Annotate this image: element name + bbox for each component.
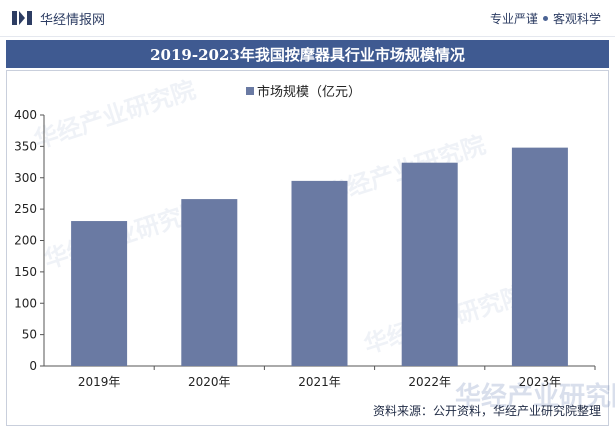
y-tick-label: 200: [14, 234, 37, 248]
brand: 华经情报网: [12, 9, 105, 28]
y-tick-label: 0: [29, 359, 37, 373]
y-tick-label: 300: [14, 171, 37, 185]
bar: [181, 199, 238, 366]
y-tick-label: 250: [14, 202, 37, 216]
header-bar: 华经情报网 专业严谨 客观科学: [0, 0, 615, 37]
bar: [401, 162, 458, 366]
x-tick-label: 2022年: [408, 375, 451, 389]
brand-name: 华经情报网: [40, 12, 106, 28]
tagline-left: 专业严谨: [489, 11, 538, 26]
y-tick-label: 150: [14, 265, 37, 279]
bar: [511, 147, 568, 366]
x-tick-label: 2020年: [188, 375, 231, 389]
legend-swatch: [246, 87, 254, 95]
brand-logo-icon: [12, 11, 32, 25]
chart-title: 2019-2023年我国按摩器具行业市场规模情况: [6, 40, 609, 68]
y-tick-label: 350: [14, 139, 37, 153]
source-note: 资料来源：公开资料，华经产业研究院整理: [372, 404, 601, 418]
legend-label: 市场规模（亿元）: [257, 84, 361, 100]
bar: [71, 221, 128, 366]
separator-dot-icon: [542, 15, 548, 21]
chart-frame: [6, 70, 609, 426]
y-tick-label: 100: [14, 296, 37, 310]
x-tick-label: 2021年: [298, 375, 341, 389]
y-tick-label: 400: [14, 108, 37, 122]
tagline: 专业严谨 客观科学: [490, 10, 601, 27]
y-tick-label: 50: [22, 328, 37, 342]
x-tick-label: 2019年: [78, 375, 121, 389]
tagline-right: 客观科学: [552, 11, 601, 26]
bar: [291, 180, 348, 366]
x-tick-label: 2023年: [519, 375, 562, 389]
